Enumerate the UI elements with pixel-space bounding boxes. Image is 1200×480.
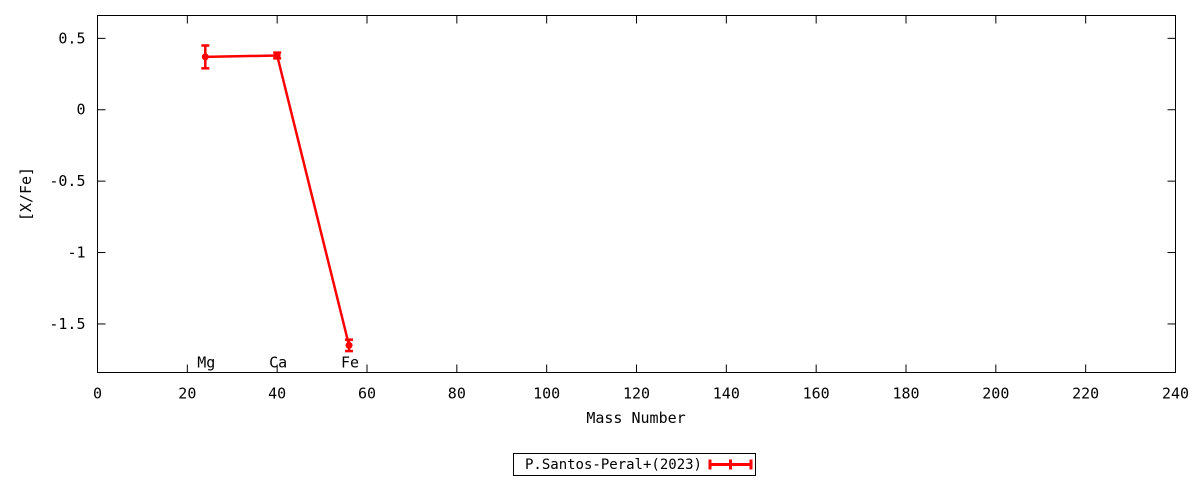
- plot-border: [97, 15, 1176, 373]
- data-point-ca: [273, 51, 281, 59]
- legend: P.Santos-Peral+(2023): [513, 453, 756, 476]
- y-tick-label: 0: [76, 101, 85, 119]
- legend-errorbar-sample-icon: [708, 459, 753, 470]
- y-axis-title: [X/Fe]: [17, 167, 35, 221]
- data-point-fe: [345, 341, 353, 349]
- x-tick-label: 240: [1162, 385, 1189, 403]
- axis-ticks-layer: 0 20 40 60 80 100 120 140 160 180 200 220 240 0.5 0 -0.…: [49, 15, 1189, 403]
- x-tick-label: 140: [713, 385, 740, 403]
- legend-box: [513, 453, 756, 476]
- element-label-fe: Fe: [341, 354, 359, 372]
- y-tick-label: -1: [67, 244, 85, 262]
- x-tick-label: 80: [448, 385, 466, 403]
- x-tick-label: 180: [892, 385, 919, 403]
- x-tick-label: 20: [178, 385, 196, 403]
- legend-series-label: P.Santos-Peral+(2023): [525, 457, 702, 473]
- x-tick-label: 120: [623, 385, 650, 403]
- series-line: [205, 54, 351, 346]
- x-tick-label: 220: [1072, 385, 1099, 403]
- x-tick-label: 60: [358, 385, 376, 403]
- x-tick-label: 200: [982, 385, 1009, 403]
- y-tick-label: 0.5: [58, 29, 85, 47]
- y-tick-label: -1.5: [49, 315, 85, 333]
- data-point-mg: [201, 53, 209, 61]
- x-tick-label: 100: [533, 385, 560, 403]
- element-label-mg: Mg: [197, 354, 215, 372]
- x-axis-title: Mass Number: [586, 409, 685, 427]
- data-series-layer: [201, 44, 354, 353]
- x-tick-label: 160: [803, 385, 830, 403]
- x-tick-label: 0: [93, 385, 102, 403]
- element-annotations-layer: Mg Ca Fe: [197, 354, 359, 372]
- x-tick-label: 40: [268, 385, 286, 403]
- element-label-ca: Ca: [269, 354, 287, 372]
- y-tick-label: -0.5: [49, 172, 85, 190]
